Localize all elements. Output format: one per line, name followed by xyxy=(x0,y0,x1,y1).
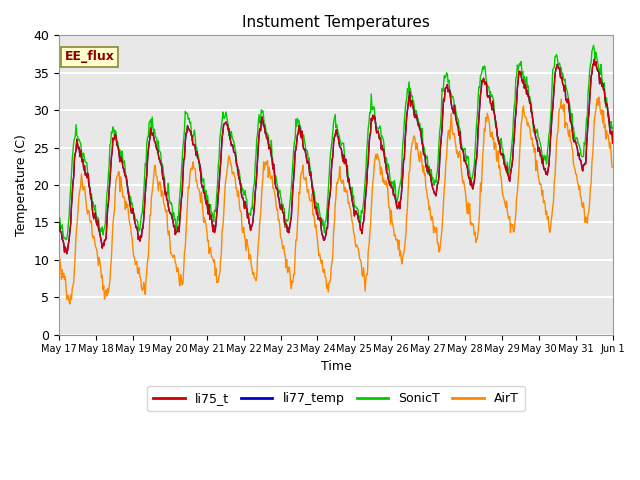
Legend: li75_t, li77_temp, SonicT, AirT: li75_t, li77_temp, SonicT, AirT xyxy=(147,386,525,411)
Y-axis label: Temperature (C): Temperature (C) xyxy=(15,134,28,236)
Title: Instument Temperatures: Instument Temperatures xyxy=(242,15,430,30)
Text: EE_flux: EE_flux xyxy=(65,50,115,63)
X-axis label: Time: Time xyxy=(321,360,351,373)
